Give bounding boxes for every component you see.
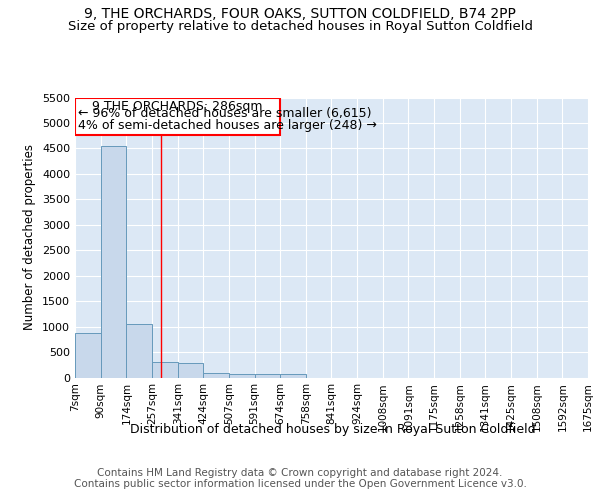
Bar	[178, 363, 203, 378]
Text: 9 THE ORCHARDS: 286sqm: 9 THE ORCHARDS: 286sqm	[92, 100, 263, 114]
Bar	[101, 146, 127, 378]
FancyBboxPatch shape	[75, 98, 280, 135]
Bar	[280, 374, 306, 378]
Text: 4% of semi-detached houses are larger (248) →: 4% of semi-detached houses are larger (2…	[77, 120, 376, 132]
Text: Size of property relative to detached houses in Royal Sutton Coldfield: Size of property relative to detached ho…	[67, 20, 533, 33]
Text: 9, THE ORCHARDS, FOUR OAKS, SUTTON COLDFIELD, B74 2PP: 9, THE ORCHARDS, FOUR OAKS, SUTTON COLDF…	[84, 8, 516, 22]
Bar	[127, 324, 152, 378]
Bar	[203, 374, 229, 378]
Y-axis label: Number of detached properties: Number of detached properties	[23, 144, 37, 330]
Text: Contains public sector information licensed under the Open Government Licence v3: Contains public sector information licen…	[74, 479, 526, 489]
Text: ← 96% of detached houses are smaller (6,615): ← 96% of detached houses are smaller (6,…	[77, 107, 371, 120]
Bar	[229, 374, 254, 378]
Text: Contains HM Land Registry data © Crown copyright and database right 2024.: Contains HM Land Registry data © Crown c…	[97, 468, 503, 477]
Text: Distribution of detached houses by size in Royal Sutton Coldfield: Distribution of detached houses by size …	[130, 422, 536, 436]
Bar	[254, 374, 280, 378]
Bar	[152, 362, 178, 378]
Bar	[75, 332, 101, 378]
